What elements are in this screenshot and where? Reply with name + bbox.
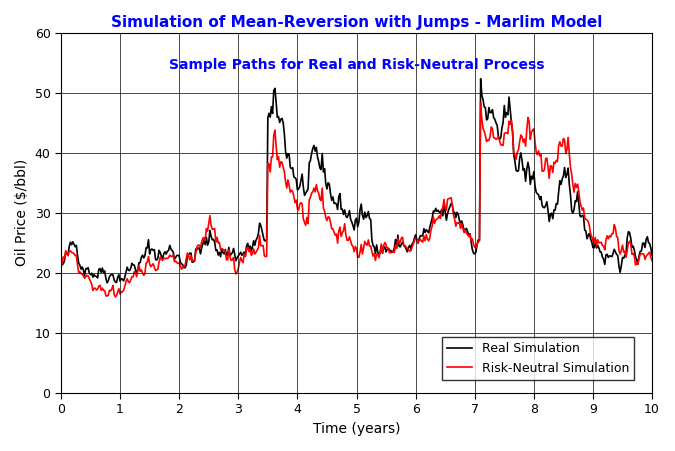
Real Simulation [57,264,65,270]
Real Simulation [439,213,447,219]
Real Simulation [549,216,557,221]
Risk-Neutral Simulation [205,221,213,226]
Text: Sample Paths for Real and Risk-Neutral Process: Sample Paths for Real and Risk-Neutral P… [169,58,544,72]
Real Simulation [103,280,111,285]
Risk-Neutral Simulation [549,170,557,175]
Real Simulation [648,253,656,258]
Real Simulation [205,239,213,245]
Title: Simulation of Mean-Reversion with Jumps - Marlim Model: Simulation of Mean-Reversion with Jumps … [111,15,602,30]
Real Simulation [230,246,238,251]
Risk-Neutral Simulation [230,255,238,260]
Risk-Neutral Simulation [273,157,281,162]
Risk-Neutral Simulation [446,196,454,201]
Risk-Neutral Simulation [111,294,119,299]
X-axis label: Time (years): Time (years) [313,422,400,436]
Real Simulation [446,204,454,209]
Y-axis label: Oil Price ($/bbl): Oil Price ($/bbl) [15,159,29,267]
Risk-Neutral Simulation [57,264,65,270]
Line: Risk-Neutral Simulation: Risk-Neutral Simulation [61,103,652,297]
Risk-Neutral Simulation [648,258,656,263]
Real Simulation [477,76,485,82]
Legend: Real Simulation, Risk-Neutral Simulation: Real Simulation, Risk-Neutral Simulation [441,337,634,380]
Risk-Neutral Simulation [477,100,485,106]
Real Simulation [273,115,281,120]
Line: Real Simulation: Real Simulation [61,79,652,283]
Risk-Neutral Simulation [439,205,447,210]
